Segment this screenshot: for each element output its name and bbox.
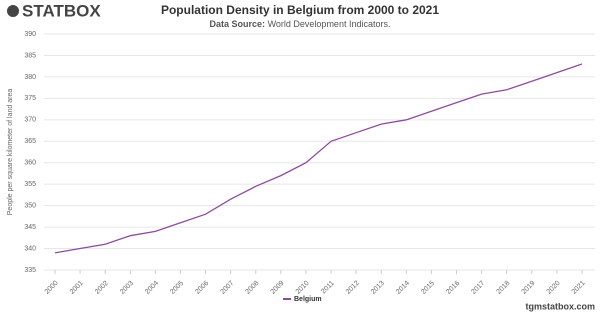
- x-tick-label: 2018: [495, 280, 511, 296]
- y-tick-label: 335: [24, 267, 36, 274]
- x-tick-label: 2021: [571, 280, 587, 296]
- x-tick-label: 2013: [370, 280, 386, 296]
- x-tick-label: 2020: [546, 280, 562, 296]
- y-tick-label: 365: [24, 138, 36, 145]
- logo-text: STATBOX: [22, 1, 101, 20]
- logo: STATBOX: [7, 1, 101, 20]
- x-tick-label: 2015: [420, 280, 436, 296]
- y-tick-label: 390: [24, 31, 36, 38]
- legend-label: Belgium: [294, 296, 322, 303]
- logo-icon: [7, 5, 19, 17]
- y-tick-label: 370: [24, 117, 36, 124]
- x-tick-label: 2010: [295, 280, 311, 296]
- x-tick-label: 2006: [194, 280, 210, 296]
- y-tick-label: 350: [24, 202, 36, 209]
- y-tick-label: 380: [24, 74, 36, 81]
- x-tick-label: 2005: [169, 280, 185, 296]
- y-tick-label: 385: [24, 52, 36, 59]
- x-tick-label: 2001: [69, 280, 85, 296]
- chart-title: Population Density in Belgium from 2000 …: [161, 3, 439, 17]
- x-tick-label: 2002: [94, 280, 110, 296]
- y-axis-label: People per square kilometer of land area: [7, 89, 14, 216]
- x-tick-label: 2009: [270, 280, 286, 296]
- x-tick-label: 2004: [144, 280, 160, 296]
- line: [54, 63, 583, 254]
- x-tick-label: 2008: [245, 280, 261, 296]
- y-tick-label: 360: [24, 160, 36, 167]
- subtitle-label: Data Source:: [210, 19, 266, 29]
- x-tick-label: 2007: [219, 280, 235, 296]
- x-tick-label: 2012: [345, 280, 361, 296]
- x-tick-label: 2003: [119, 280, 135, 296]
- y-tick-label: 345: [24, 224, 36, 231]
- chart-subtitle: Data Source: World Development Indicator…: [210, 19, 391, 29]
- x-tick-label: 2000: [44, 280, 60, 296]
- watermark: tgmstatbox.com: [525, 301, 595, 311]
- x-tick-label: 2017: [470, 280, 486, 296]
- x-tick-label: 2011: [320, 280, 336, 296]
- y-tick-label: 340: [24, 245, 36, 252]
- y-tick-label: 375: [24, 95, 36, 102]
- y-tick-label: 355: [24, 181, 36, 188]
- x-tick-label: 2019: [521, 280, 537, 296]
- subtitle-text: World Development Indicators.: [268, 19, 391, 29]
- x-tick-label: 2014: [395, 280, 411, 296]
- x-tick-label: 2016: [445, 280, 461, 296]
